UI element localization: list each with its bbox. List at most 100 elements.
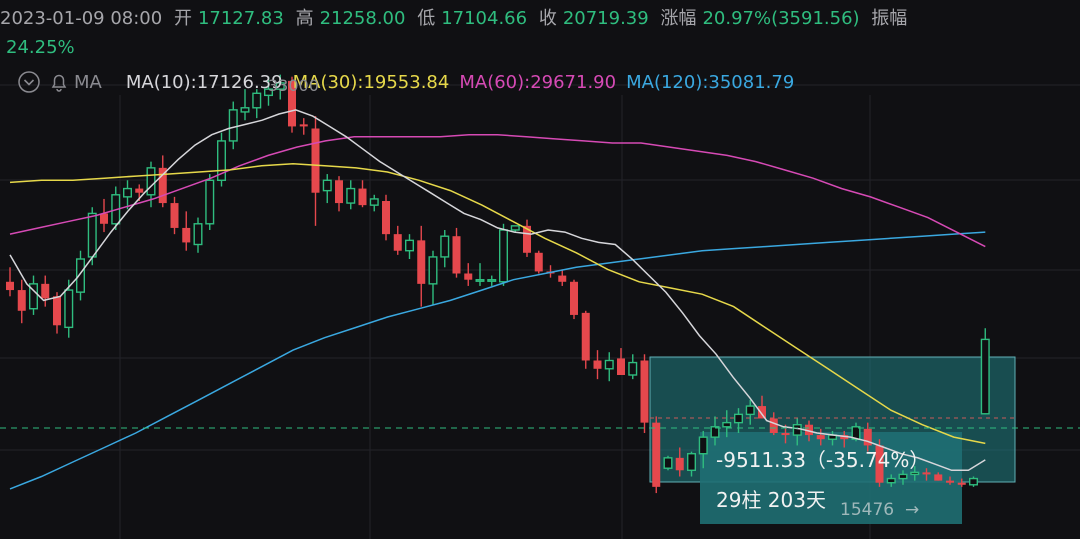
candle-body xyxy=(452,236,461,274)
candle-body xyxy=(64,289,74,329)
candle-body xyxy=(29,283,39,310)
low-value: 17104.66 xyxy=(441,8,528,29)
candle-body xyxy=(369,198,379,206)
candle-body xyxy=(805,424,813,436)
amplitude-value: 24.25% xyxy=(6,37,75,58)
measure-bars-days: 29柱 203天 xyxy=(716,488,826,512)
peak-label: 33000 xyxy=(268,76,319,95)
candle-body xyxy=(758,406,766,419)
candle-body xyxy=(228,109,238,142)
candle-body xyxy=(581,312,590,361)
candle-body xyxy=(604,359,614,370)
candle-body xyxy=(617,358,625,375)
measure-change: -9511.33（-35.74%） xyxy=(716,448,930,472)
candle-body xyxy=(640,360,649,423)
ma120-line xyxy=(9,231,986,490)
candle-body xyxy=(781,433,790,436)
candle-body xyxy=(335,180,343,204)
candle-body xyxy=(523,225,531,253)
candle-body xyxy=(122,187,132,198)
candle-body xyxy=(100,213,108,224)
candle-body xyxy=(922,472,931,475)
candle-body xyxy=(264,88,274,97)
candle-body xyxy=(464,273,473,280)
candle-body xyxy=(322,179,332,192)
change-label: 涨幅 xyxy=(660,8,697,29)
candle-body xyxy=(252,92,262,109)
close-value: 20719.39 xyxy=(562,8,649,29)
ohlc-header: 2023-01-09 08:00 开 17127.83 高 21258.00 低 17… xyxy=(0,4,1080,30)
ma10-line xyxy=(9,109,986,472)
candle-body xyxy=(182,227,191,243)
candle-body xyxy=(734,413,744,424)
candle-body xyxy=(75,258,85,293)
candle-body xyxy=(687,453,697,471)
candle-body xyxy=(628,361,638,376)
candle-body xyxy=(240,107,250,113)
ma60-legend: MA(60):29671.90 xyxy=(459,71,617,93)
ma10-legend: MA(10):17126.39 xyxy=(125,71,283,93)
candle-body xyxy=(170,203,179,228)
candle-body xyxy=(346,187,356,204)
amplitude-label: 振幅 xyxy=(871,8,908,29)
candle-body xyxy=(216,140,226,181)
candle-body xyxy=(41,283,50,299)
candle-body xyxy=(358,188,367,206)
bell-icon[interactable] xyxy=(48,71,70,93)
candle-body xyxy=(382,201,390,235)
candle-body xyxy=(6,281,14,291)
candle-body xyxy=(193,223,203,246)
collapse-chevron-icon[interactable] xyxy=(18,71,40,93)
ma120-legend: MA(120):35081.79 xyxy=(626,71,795,93)
measure-tooltip-box xyxy=(700,432,962,524)
candle-body xyxy=(840,435,849,440)
candle-body xyxy=(158,167,167,204)
candle-body xyxy=(17,290,26,311)
candle-body xyxy=(675,457,684,471)
candle-body xyxy=(969,477,979,486)
candle-body xyxy=(440,235,450,258)
candle-body xyxy=(710,426,720,438)
candle-body xyxy=(957,482,966,485)
candle-body xyxy=(663,457,673,469)
candle-body xyxy=(722,421,732,428)
candle-body xyxy=(499,229,509,283)
low-label: 低 xyxy=(417,8,436,29)
candle-body xyxy=(898,473,908,480)
candle-body xyxy=(816,435,825,440)
candle-body xyxy=(652,422,661,487)
candle-body xyxy=(299,124,308,127)
close-label: 收 xyxy=(538,8,557,29)
candle-body xyxy=(87,212,97,258)
candle-body xyxy=(886,477,896,484)
candle-body xyxy=(593,360,602,369)
ma-label[interactable]: MA xyxy=(74,71,102,93)
candle-body xyxy=(311,128,320,193)
ma30-legend: MA(30):19553.84 xyxy=(292,71,450,93)
candle-body xyxy=(428,256,438,285)
measure-arrow: → xyxy=(905,500,920,520)
datetime: 2023-01-09 08:00 xyxy=(0,8,163,29)
open-label: 开 xyxy=(173,8,192,29)
candle-body xyxy=(475,279,485,282)
candle-body xyxy=(534,252,543,272)
candle-body xyxy=(205,179,215,225)
candle-body xyxy=(910,471,920,476)
candle-body xyxy=(980,338,990,415)
change-value: 20.97%(3591.56) xyxy=(702,8,860,29)
candle-body xyxy=(570,281,578,315)
candle-body xyxy=(487,279,497,282)
candle-body xyxy=(745,405,755,416)
ma-legend: MA MA(10):17126.39 MA(30):19553.84 MA(60… xyxy=(18,69,804,95)
candle-body xyxy=(275,82,285,90)
ma60-line xyxy=(9,133,986,248)
candle-body xyxy=(875,445,884,483)
candle-body xyxy=(792,424,802,436)
candle-body xyxy=(863,428,872,446)
candle-body xyxy=(288,80,296,127)
candle-body xyxy=(417,240,426,284)
ma30-line xyxy=(9,162,986,445)
candle-body xyxy=(934,474,943,481)
